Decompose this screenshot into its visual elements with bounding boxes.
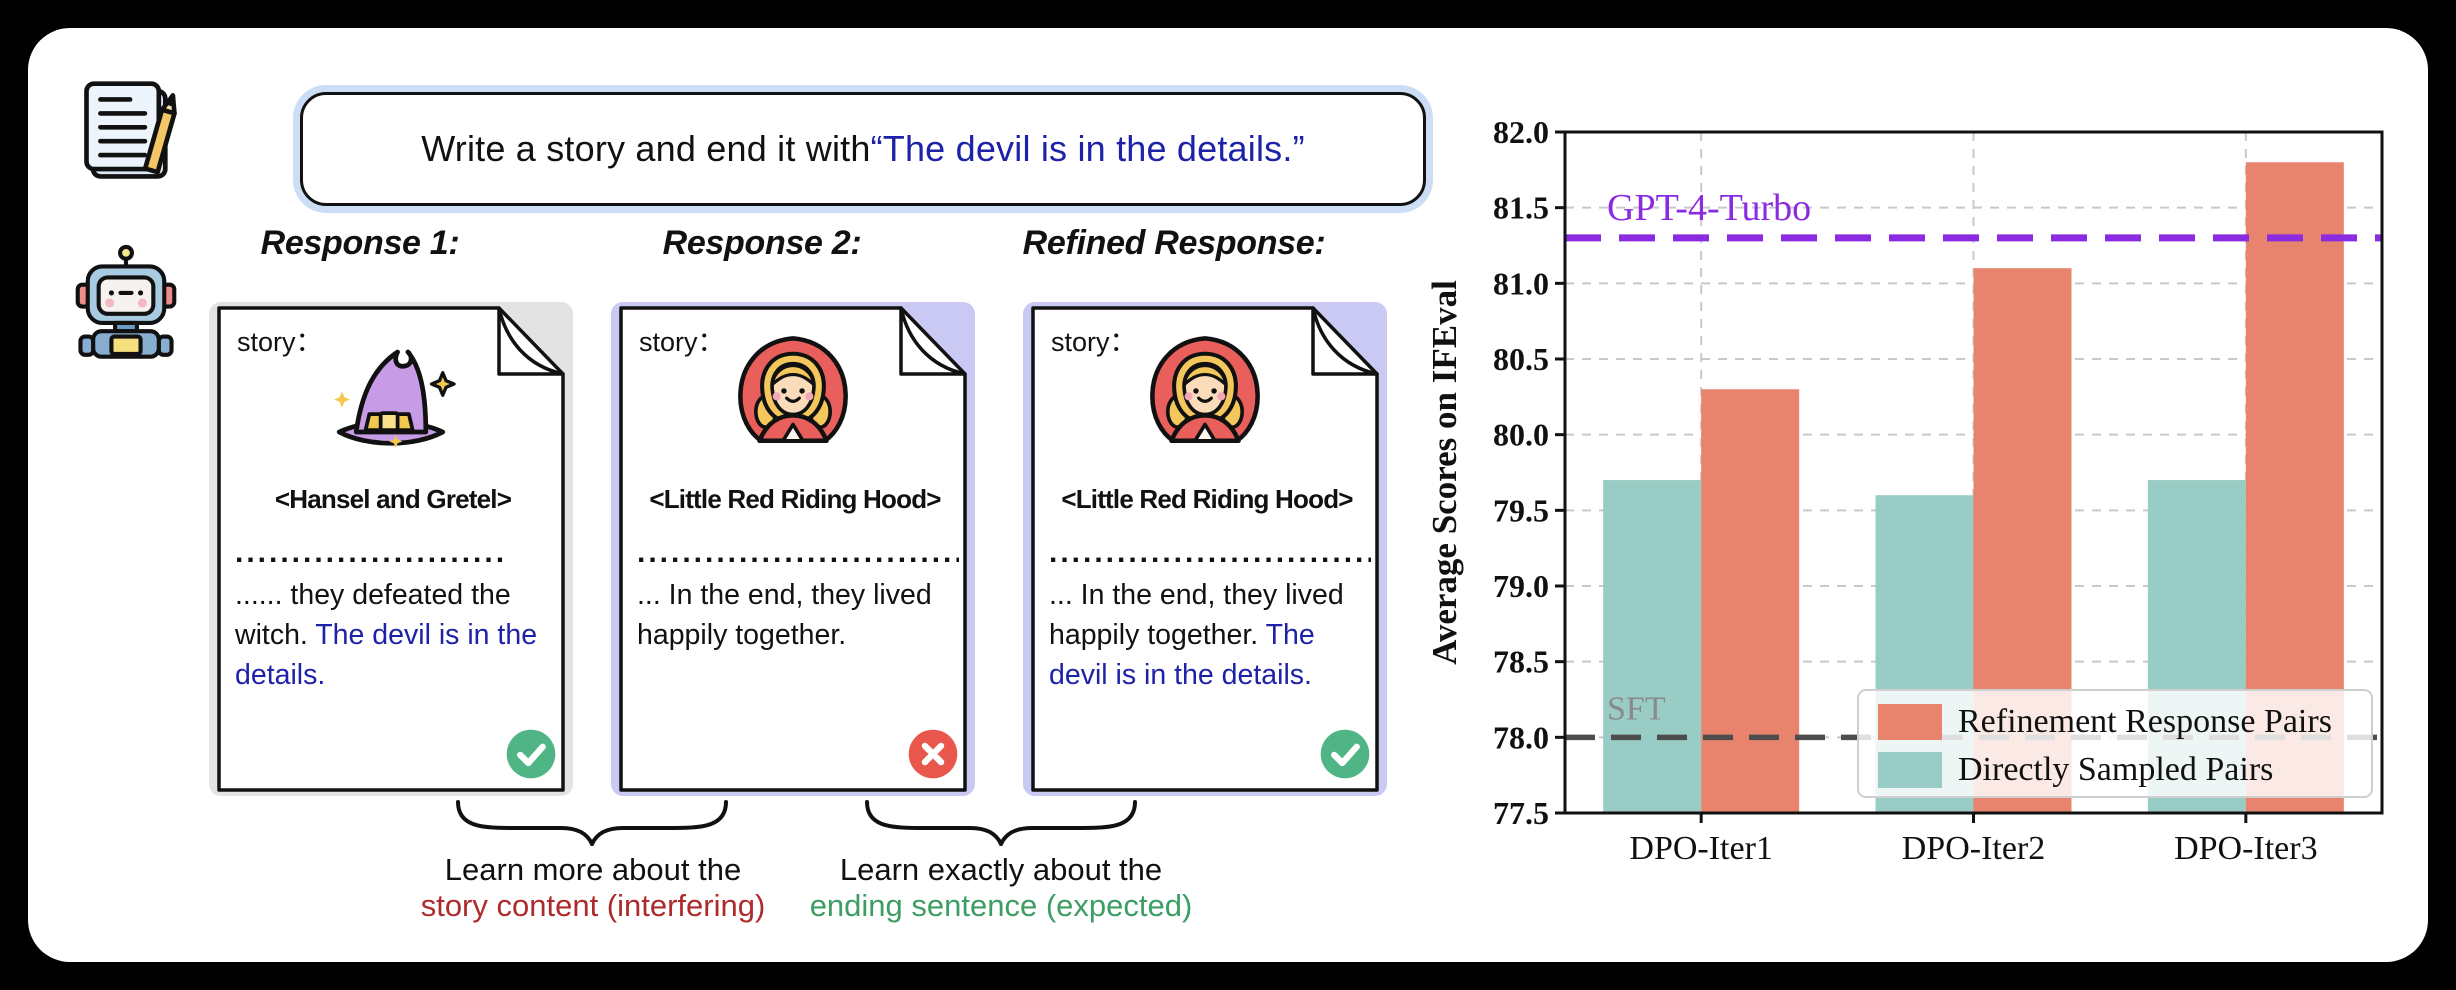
y-tick-label: 77.5 [1493, 795, 1549, 831]
y-tick-label: 79.5 [1493, 492, 1549, 528]
refined-response-heading: Refined Response: [1022, 224, 1326, 262]
story-excerpt: ... In the end, they lived happily toget… [637, 576, 957, 656]
ending-sentence-text: The devil is in the details. [235, 618, 538, 691]
y-tick-label: 80.5 [1493, 341, 1549, 377]
story-title: <Little Red Riding Hood> [649, 484, 941, 514]
legend-label: Refinement Response Pairs [1958, 703, 2332, 740]
witch-hat-icon [334, 349, 456, 448]
y-tick-label: 82.0 [1493, 114, 1549, 150]
page-with-folded-corner [1023, 302, 1387, 796]
prompt-box: Write a story and end it with “The devil… [300, 92, 1426, 206]
hline-label-sft: SFT [1607, 690, 1666, 727]
check-icon [1320, 729, 1370, 779]
x-tick-label: DPO-Iter2 [1902, 830, 2046, 867]
prompt-quote: “The devil is in the details.” [870, 128, 1305, 169]
annotation-line: Learn more about the [444, 852, 742, 887]
prompt-text: Write a story and end it with [421, 128, 871, 169]
x-tick-label: DPO-Iter3 [2174, 830, 2318, 867]
document-pencil-icon [84, 81, 177, 179]
story-excerpt-text: ...... they defeated the witch. [235, 579, 511, 651]
y-axis-label: Average Scores on IFEval [1430, 280, 1464, 665]
y-tick-label: 80.0 [1493, 417, 1549, 453]
ending-sentence-text: The devil is in the details. [1049, 618, 1315, 691]
check-icon [506, 729, 556, 779]
bar-dpo-iter1-refinement [1701, 389, 1800, 813]
ellipsis-line: .................................. [1049, 538, 1371, 568]
robot-icon [75, 244, 177, 359]
story-excerpt-text: ... In the end, they lived happily toget… [1049, 579, 1344, 651]
page-with-folded-corner [209, 302, 573, 796]
legend-swatch [1878, 704, 1942, 740]
response-card-2: story： <Little Red Riding Hood> ........… [607, 296, 979, 800]
bar-dpo-iter1-sampled [1603, 480, 1702, 813]
little-red-riding-hood-icon [1150, 336, 1260, 444]
story-excerpt: ... In the end, they lived happily toget… [1049, 576, 1369, 696]
response-card-1: story： <Hansel and Gretel> .............… [205, 296, 577, 800]
response-2-heading: Response 2: [662, 224, 862, 262]
legend-swatch [1878, 752, 1942, 788]
response-1-heading: Response 1: [260, 224, 460, 262]
annotation-line-highlight: ending sentence (expected) [809, 888, 1193, 923]
hline-label-gpt-4-turbo: GPT-4-Turbo [1607, 187, 1811, 229]
y-tick-label: 79.0 [1493, 568, 1549, 604]
ifeval-bar-chart: GPT-4-Turbo SFT 77.5 78.0 78.5 79.0 79.5 80.0 80… [1430, 114, 2384, 867]
y-tick-label: 78.0 [1493, 719, 1549, 755]
page-with-folded-corner [611, 302, 975, 796]
y-tick-label: 78.5 [1493, 644, 1549, 680]
expected-annotation: Learn exactly about the ending sentence … [761, 852, 1241, 924]
ellipsis-line: .................................. [637, 538, 959, 568]
little-red-riding-hood-icon [738, 336, 848, 444]
story-title: <Little Red Riding Hood> [1061, 484, 1353, 514]
annotation-line-highlight: story content (interfering) [420, 888, 766, 923]
left-brace [456, 800, 728, 846]
y-tick-label: 81.5 [1493, 190, 1549, 226]
story-excerpt-text: ... In the end, they lived happily toget… [637, 579, 932, 651]
right-brace [865, 800, 1137, 846]
story-label: story： [237, 327, 323, 357]
interfering-annotation: Learn more about the story content (inte… [353, 852, 833, 924]
legend-label: Directly Sampled Pairs [1958, 751, 2273, 788]
y-tick-label: 81.0 [1493, 265, 1549, 301]
refined-response-card: story： <Little Red Riding Hood> ........… [1019, 296, 1391, 800]
x-tick-label: DPO-Iter1 [1629, 830, 1773, 867]
story-excerpt: ...... they defeated the witch. The devi… [235, 576, 555, 696]
cross-icon [908, 729, 958, 779]
story-label: story： [1051, 327, 1137, 357]
legend-box [1857, 689, 2373, 798]
ellipsis-line: ........................ [235, 538, 508, 568]
figure-card: Write a story and end it with “The devil… [28, 28, 2428, 962]
story-label: story： [639, 327, 725, 357]
annotation-line: Learn exactly about the [839, 852, 1163, 887]
story-title: <Hansel and Gretel> [274, 484, 512, 514]
